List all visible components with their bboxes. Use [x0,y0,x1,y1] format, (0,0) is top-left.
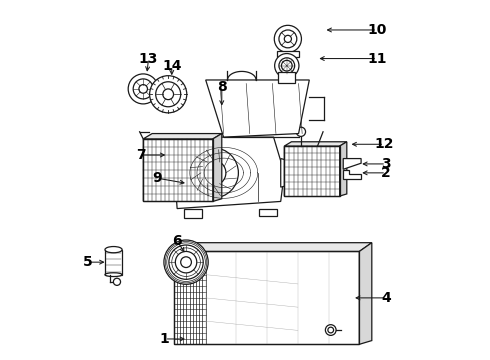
Polygon shape [173,243,372,251]
Bar [143,139,213,202]
Text: 14: 14 [162,59,181,73]
Text: 10: 10 [368,23,387,37]
Text: 1: 1 [160,332,170,346]
Polygon shape [343,158,361,169]
Circle shape [169,245,203,279]
Circle shape [279,58,294,73]
Circle shape [279,30,297,48]
Polygon shape [206,80,309,137]
Polygon shape [143,139,213,202]
Polygon shape [340,142,347,196]
Text: 7: 7 [137,148,146,162]
Bar [173,251,359,344]
Circle shape [284,35,292,42]
Circle shape [201,160,226,185]
Polygon shape [173,137,284,208]
Polygon shape [143,134,222,139]
Text: 11: 11 [368,51,387,66]
Circle shape [128,74,158,104]
Polygon shape [213,134,222,202]
Ellipse shape [105,273,122,276]
Circle shape [188,148,239,198]
Circle shape [164,240,208,284]
Bar [105,249,122,275]
Text: 5: 5 [83,255,93,269]
Circle shape [113,278,121,285]
Polygon shape [359,243,372,344]
Circle shape [181,257,192,267]
Text: 9: 9 [153,171,162,185]
Polygon shape [281,158,295,187]
Polygon shape [259,208,277,216]
Circle shape [275,54,299,78]
Polygon shape [173,251,359,344]
Polygon shape [184,208,202,217]
Bar [284,146,340,196]
Circle shape [149,76,187,113]
Circle shape [175,251,197,273]
Circle shape [296,127,306,136]
Circle shape [325,325,336,336]
Text: 6: 6 [172,234,182,248]
Bar [277,51,298,57]
Text: 2: 2 [381,166,391,180]
Circle shape [274,25,301,53]
Circle shape [133,79,153,99]
Circle shape [163,89,173,100]
Text: 8: 8 [217,80,227,94]
Polygon shape [284,146,340,196]
Text: 12: 12 [374,137,394,151]
Circle shape [139,85,147,93]
Text: 3: 3 [381,157,391,171]
Text: 4: 4 [381,291,391,305]
Ellipse shape [105,247,122,253]
Polygon shape [343,170,361,179]
Text: 13: 13 [139,51,158,66]
Bar [278,72,295,83]
Circle shape [328,327,334,333]
Polygon shape [284,142,347,146]
Circle shape [156,82,181,107]
